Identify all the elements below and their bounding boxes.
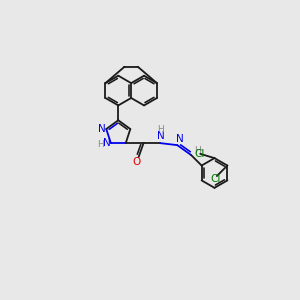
Text: N: N (176, 134, 184, 144)
Text: Cl: Cl (194, 149, 204, 159)
Text: H: H (157, 125, 164, 134)
Text: O: O (133, 157, 141, 167)
Text: N: N (103, 138, 111, 148)
Text: Cl: Cl (210, 174, 221, 184)
Text: H: H (98, 140, 104, 148)
Text: N: N (157, 131, 164, 141)
Text: N: N (98, 124, 106, 134)
Text: H: H (194, 146, 200, 154)
